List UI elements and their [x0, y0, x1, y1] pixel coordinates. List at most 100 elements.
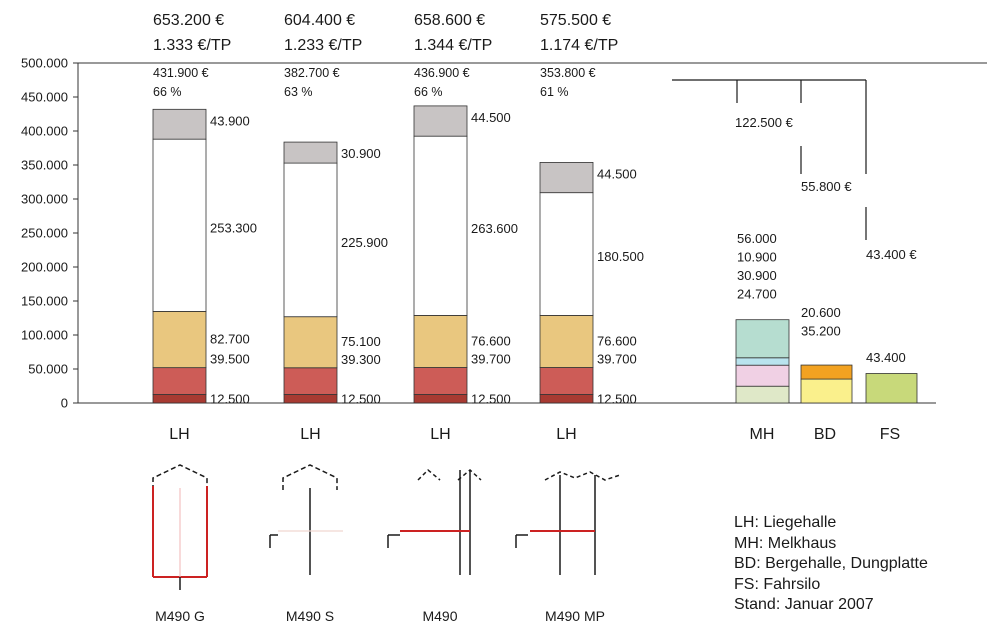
roof-outline	[544, 471, 621, 481]
bar-percent-label: 61 %	[540, 85, 569, 99]
data-label: 82.700	[210, 332, 250, 347]
data-label: 30.900	[341, 146, 381, 161]
bar-segment	[152, 311, 207, 369]
bar-top-total: 653.200 €	[153, 12, 224, 29]
x-category-label: FS	[880, 426, 900, 443]
data-label: 76.600	[597, 333, 637, 348]
bar-segment	[413, 105, 468, 137]
x-category-label: BD	[814, 426, 836, 443]
bd-bar-segment	[800, 378, 853, 404]
bar-segment	[539, 367, 594, 395]
bd-data-label: 20.600	[801, 305, 841, 320]
bar-segment	[152, 367, 207, 395]
y-tick-label: 400.000	[21, 124, 68, 139]
bar-segment	[283, 141, 338, 164]
bd-total-label: 55.800 €	[801, 179, 852, 194]
mh-data-label: 10.900	[737, 250, 777, 265]
fs-bar-segment	[865, 373, 918, 404]
data-label: 44.500	[471, 110, 511, 125]
building-drawings	[152, 464, 621, 590]
bar-segment	[283, 162, 338, 318]
data-label: 75.100	[341, 334, 381, 349]
bar-top-per-tp: 1.174 €/TP	[540, 37, 618, 54]
bar-segment	[413, 135, 468, 316]
data-label: 76.600	[471, 333, 511, 348]
data-label: 12.500	[597, 392, 637, 407]
bar-total-label: 382.700 €	[284, 66, 340, 80]
bar-percent-label: 66 %	[414, 85, 443, 99]
legend-item-fs: FS: Fahrsilo	[734, 575, 821, 593]
bar-total-label: 353.800 €	[540, 66, 596, 80]
x-category-label: LH	[430, 426, 450, 443]
data-label: 225.900	[341, 235, 388, 250]
mh-bar-segment	[735, 319, 790, 359]
building-drawing-label: M490 S	[286, 608, 334, 624]
data-label: 39.300	[341, 352, 381, 367]
bar-total-label: 431.900 €	[153, 66, 209, 80]
y-tick-label: 250.000	[21, 226, 68, 241]
bar-total-label: 436.900 €	[414, 66, 470, 80]
bar-percent-label: 63 %	[284, 85, 313, 99]
mh-total-label: 122.500 €	[735, 115, 794, 130]
bar-top-per-tp: 1.344 €/TP	[414, 37, 492, 54]
legend-item-stand: Stand: Januar 2007	[734, 596, 874, 613]
legend-item-bd: BD: Bergehalle, Dungplatte	[734, 555, 928, 572]
data-label: 263.600	[471, 221, 518, 236]
bar-segment	[539, 192, 594, 316]
y-tick-label: 300.000	[21, 192, 68, 207]
roof-outline	[417, 468, 441, 481]
bar-top-per-tp: 1.333 €/TP	[153, 37, 231, 54]
bar-segment	[413, 394, 468, 404]
bar-segment	[539, 394, 594, 404]
bar-segment	[413, 315, 468, 368]
data-label: 44.500	[597, 166, 637, 181]
mh-bar-segment	[735, 364, 790, 387]
bar-top-total: 604.400 €	[284, 12, 355, 29]
data-label: 12.500	[341, 392, 381, 407]
y-tick-label: 350.000	[21, 158, 68, 173]
data-label: 253.300	[210, 220, 257, 235]
building-drawing-label: M490 MP	[545, 608, 605, 624]
legend-item-mh: MH: Melkhaus	[734, 534, 837, 552]
bar-segment	[152, 108, 207, 140]
mh-data-label: 56.000	[737, 231, 777, 246]
data-label: 12.500	[471, 392, 511, 407]
bar-percent-label: 66 %	[153, 85, 182, 99]
y-tick-label: 450.000	[21, 90, 68, 105]
mh-data-label: 30.900	[737, 268, 777, 283]
data-label: 39.500	[210, 352, 250, 367]
y-tick-label: 100.000	[21, 328, 68, 343]
x-category-label: LH	[169, 426, 189, 443]
x-category-label: LH	[300, 426, 320, 443]
bd-bar-segment	[800, 364, 853, 380]
roof-outline	[282, 464, 338, 490]
data-label: 39.700	[471, 352, 511, 367]
bar-top-per-tp: 1.233 €/TP	[284, 37, 362, 54]
bar-segment	[283, 394, 338, 404]
bar-segment	[283, 367, 338, 395]
y-tick-label: 0	[61, 396, 68, 411]
mh-bar-segment	[735, 357, 790, 366]
roof-outline	[152, 464, 208, 490]
mh-bar-segment	[735, 385, 790, 404]
bar-segment	[539, 162, 594, 194]
y-tick-label: 500.000	[21, 56, 68, 71]
bd-data-label: 35.200	[801, 324, 841, 339]
bar-segment	[152, 394, 207, 404]
building-drawing-label: M490 G	[155, 608, 205, 624]
building-drawing-label: M490	[422, 608, 457, 624]
bar-top-total: 658.600 €	[414, 12, 485, 29]
x-category-label: MH	[750, 426, 775, 443]
fs-data-label: 43.400	[866, 350, 906, 365]
data-label: 39.700	[597, 352, 637, 367]
mh-data-label: 24.700	[737, 287, 777, 302]
y-tick-label: 50.000	[28, 362, 68, 377]
data-label: 43.900	[210, 113, 250, 128]
y-tick-label: 150.000	[21, 294, 68, 309]
legend-item-lh: LH: Liegehalle	[734, 514, 837, 531]
bar-segment	[539, 315, 594, 368]
legend: LH: Liegehalle MH: Melkhaus BD: Bergehal…	[734, 513, 928, 616]
bar-top-total: 575.500 €	[540, 12, 611, 29]
data-label: 12.500	[210, 392, 250, 407]
